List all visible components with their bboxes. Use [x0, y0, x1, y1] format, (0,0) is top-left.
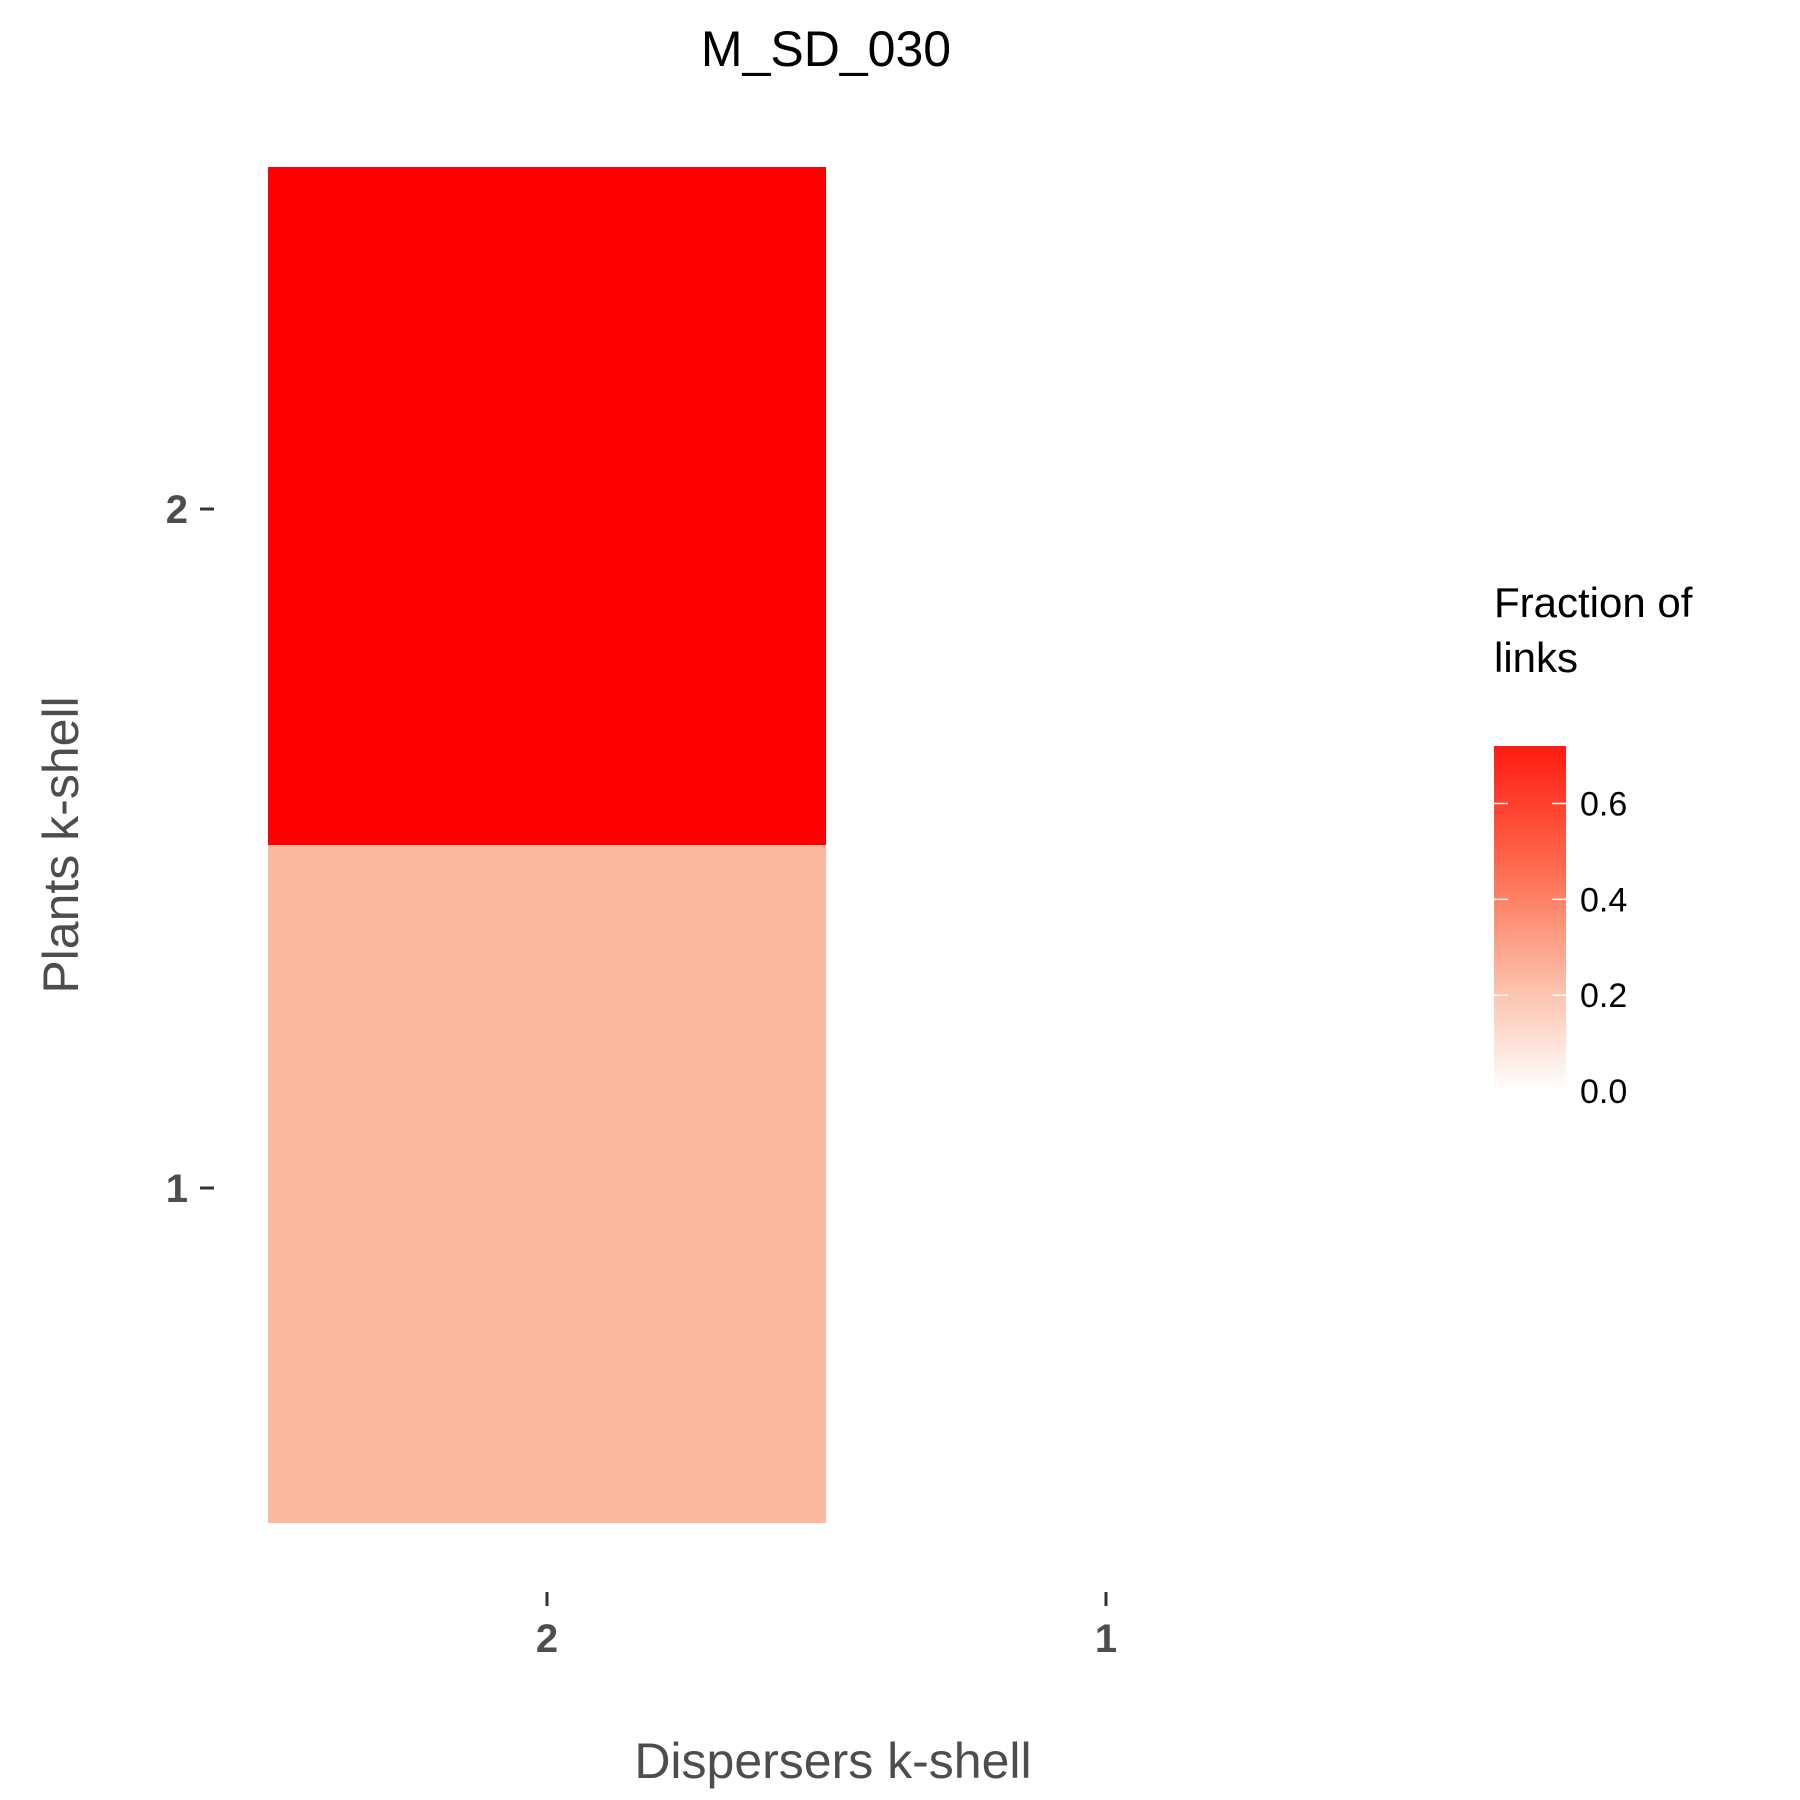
- legend-tick-label: 0.6: [1580, 786, 1627, 824]
- heatmap-cells: [268, 167, 826, 1523]
- y-axis-title: Plants k-shell: [33, 696, 89, 993]
- chart-title: M_SD_030: [701, 21, 951, 77]
- legend-title-line-2: links: [1494, 634, 1578, 681]
- legend-title-line-1: Fraction of: [1494, 579, 1693, 626]
- y-tick-label-2: 2: [166, 488, 188, 532]
- color-legend: Fraction of links 0.0 0.2 0.4 0.6: [1494, 579, 1693, 1111]
- x-tick-label-1: 1: [1095, 1617, 1117, 1661]
- legend-tick-label: 0.2: [1580, 977, 1627, 1015]
- x-tick-label-2: 2: [536, 1617, 558, 1661]
- legend-ticks: 0.0 0.2 0.4 0.6: [1494, 786, 1627, 1111]
- y-axis: 2 1: [166, 488, 214, 1211]
- legend-tick-label: 0.0: [1580, 1073, 1627, 1111]
- x-axis-title: Dispersers k-shell: [634, 1733, 1031, 1789]
- heatmap-cell-x2-y1: [268, 845, 826, 1523]
- y-tick-label-1: 1: [166, 1167, 188, 1211]
- legend-tick-label: 0.4: [1580, 881, 1627, 919]
- legend-colorbar: [1494, 746, 1566, 1091]
- x-axis: 2 1: [536, 1592, 1117, 1661]
- heatmap-cell-x2-y2: [268, 167, 826, 845]
